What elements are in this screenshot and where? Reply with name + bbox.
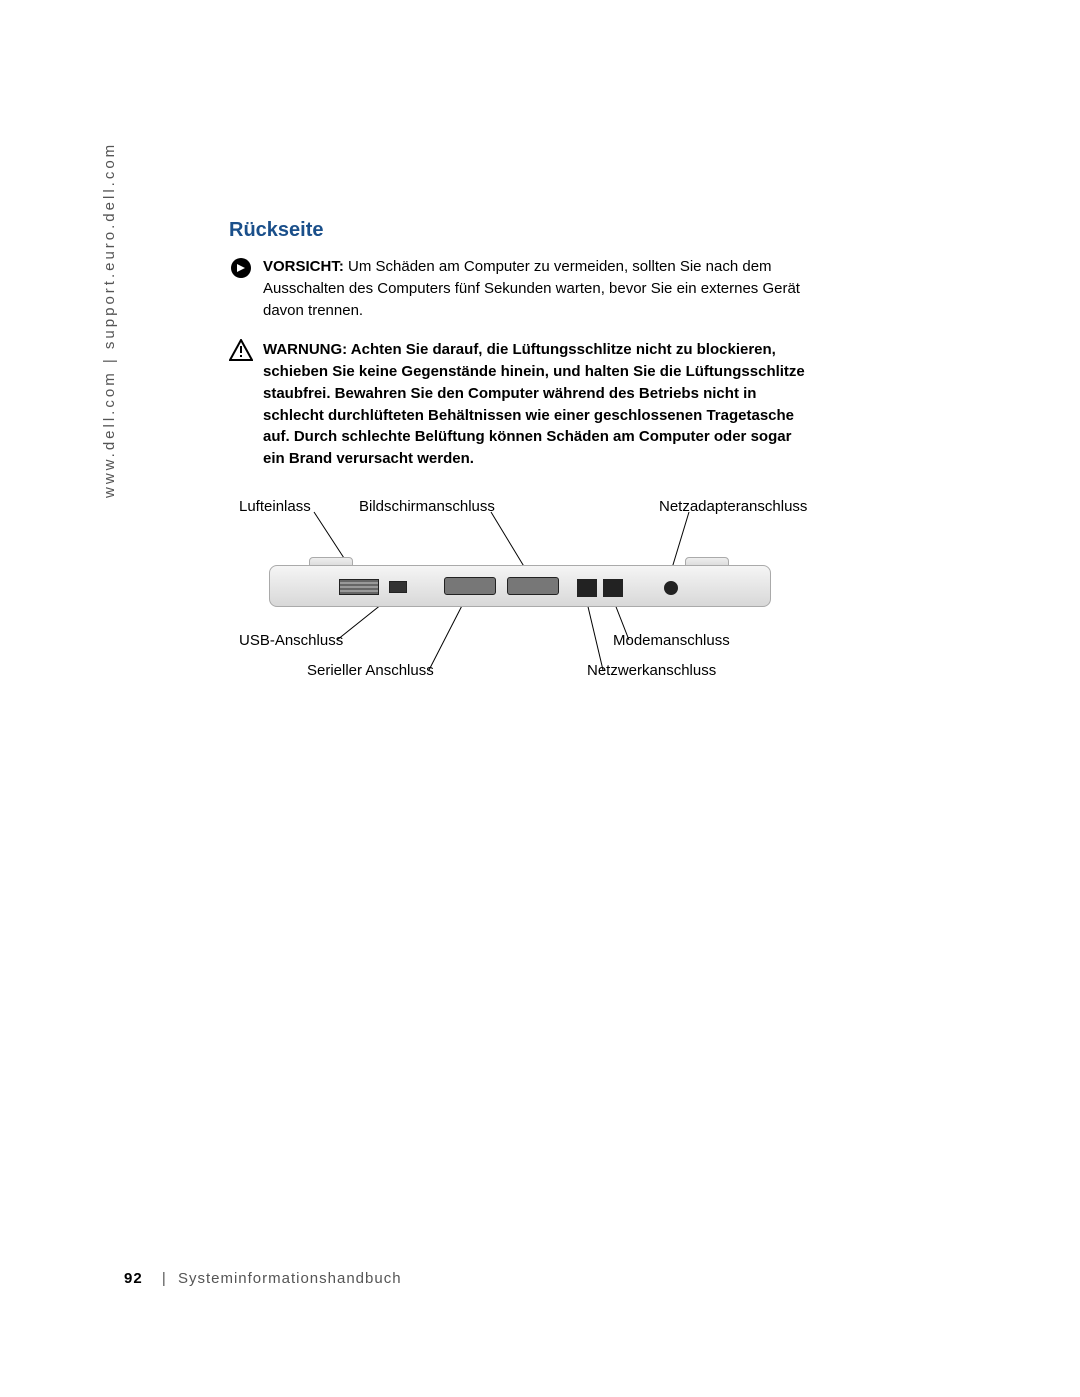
port-modem <box>603 579 623 597</box>
notice-arrow-icon <box>229 256 257 280</box>
page-number: 92 <box>124 1270 143 1287</box>
document-page: www.dell.com | support.euro.dell.com Rüc… <box>0 0 1080 1397</box>
warnung-note: WARNUNG: Achten Sie darauf, die Lüftungs… <box>229 339 815 470</box>
section-heading: Rückseite <box>229 219 815 242</box>
vorsicht-note: VORSICHT: Um Schäden am Computer zu verm… <box>229 256 815 321</box>
port-vent <box>339 579 379 595</box>
warnung-label: WARNUNG: <box>263 341 347 358</box>
warnung-text: WARNUNG: Achten Sie darauf, die Lüftungs… <box>263 339 815 470</box>
port-usb <box>389 581 407 593</box>
page-footer: 92 | Systeminformationshandbuch <box>124 1270 402 1287</box>
vorsicht-text: VORSICHT: Um Schäden am Computer zu verm… <box>263 256 815 321</box>
vorsicht-body: Um Schäden am Computer zu vermeiden, sol… <box>263 258 800 319</box>
vorsicht-label: VORSICHT: <box>263 258 344 275</box>
footer-separator: | <box>162 1270 167 1287</box>
port-net <box>577 579 597 597</box>
footer-title: Systeminformationshandbuch <box>178 1270 402 1287</box>
port-power <box>664 581 678 595</box>
laptop-rear-illustration <box>269 557 769 612</box>
rear-diagram: Lufteinlass Bildschirmanschluss Netzadap… <box>229 492 815 692</box>
warning-triangle-icon <box>229 339 257 361</box>
side-url: www.dell.com | support.euro.dell.com <box>101 142 118 498</box>
port-serial <box>444 577 496 595</box>
port-vga <box>507 577 559 595</box>
content-area: Rückseite VORSICHT: Um Schäden am Comput… <box>229 219 815 692</box>
warnung-body: Achten Sie darauf, die Lüftungsschlitze … <box>263 341 805 467</box>
